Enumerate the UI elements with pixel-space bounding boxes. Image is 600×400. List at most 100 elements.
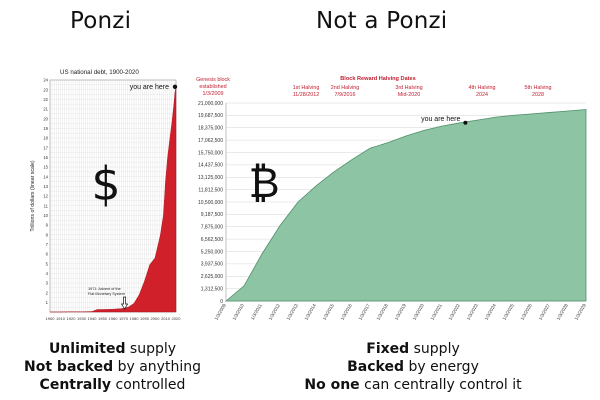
y-tick-label: 16 [43,155,48,160]
data-point [279,225,281,226]
chart-title: Block Reward Halving Dates [340,76,416,82]
x-tick-label: 1/3/2026 [520,303,533,321]
halving-label: 2nd Halving [331,85,359,91]
x-tick-label: 1/3/2017 [358,303,371,321]
y-tick-label: 5,250,000 [201,249,223,255]
caption-strong: Unlimited [48,341,126,357]
data-point [351,159,353,160]
y-tick-label: 9 [46,223,49,228]
data-point [333,171,335,173]
x-tick-label: 1/3/2015 [322,303,335,321]
y-tick-label: 3 [46,281,49,286]
caption-strong: No one [304,377,360,393]
halving-date: 2024 [476,92,488,98]
caption-line: Centrally controlled [10,376,215,394]
data-point [387,142,389,143]
y-tick-label: 0 [220,299,223,305]
left-title: Ponzi [70,8,132,34]
data-point [243,285,245,287]
y-tick-label: 14,437,500 [198,163,223,169]
y-tick-label: 1,312,500 [201,286,223,292]
data-point [549,112,551,113]
you-are-here-dot [463,120,468,125]
x-tick-label: 1960 [109,316,119,321]
arrow-down-icon [120,296,129,310]
caption-line: Not backed by anything [10,358,215,376]
halving-date: 1/3/2009 [203,91,224,97]
x-tick-label: 1/3/2009 [214,303,227,321]
caption-strong: Not backed [24,359,114,375]
x-tick-label: 1930 [77,316,87,321]
y-tick-label: 11 [44,203,49,208]
y-tick-label: 4 [46,271,49,276]
halving-date: 2028 [532,92,544,98]
x-tick-label: 1/3/2019 [394,303,407,321]
x-tick-label: 1/3/2029 [574,303,587,321]
x-tick-label: 1/3/2016 [340,303,353,321]
data-point [513,114,515,116]
fiat-annotation: Fiat Monetary System [88,292,125,296]
y-tick-label: 10,500,000 [198,200,223,206]
caption-rest: supply [125,341,177,357]
bitcoin-supply-chart-svg: Block Reward Halving Dates Genesis blocke… [196,76,587,321]
y-tick-label: 15,750,000 [198,150,223,156]
x-tick-label: 1/3/2010 [232,303,245,321]
you-are-here-dot [172,84,178,89]
data-point [261,253,263,255]
halving-label: established [199,84,226,90]
data-point [441,125,443,127]
halving-date: 7/9/2016 [335,92,356,98]
caption-line: Backed by energy [280,358,546,376]
x-tick-label: 1910 [56,316,66,321]
y-tick-label: 13,125,000 [198,175,223,181]
y-tick-label: 21 [43,107,48,112]
y-tick-label: 23 [43,87,48,92]
y-tick-label: 7,875,000 [201,225,223,231]
caption-line: Fixed supply [280,340,546,358]
data-point [459,122,461,124]
x-tick-label: 1940 [88,316,98,321]
x-tick-label: 1970 [119,316,129,321]
y-tick-label: 8 [46,232,49,237]
x-tick-label: 1/3/2027 [538,303,551,321]
data-point [495,116,497,118]
y-axis-label: Trillions of dollars (linear scale) [30,160,36,232]
data-point [225,300,227,302]
supply-area [224,109,587,302]
y-tick-label: 14 [43,174,48,179]
y-tick-label: 22 [43,97,48,102]
y-tick-label: 12 [43,194,48,199]
halving-label: 3rd Halving [395,85,422,91]
x-tick-label: 1/3/2021 [430,303,443,321]
caption-rest: controlled [111,377,186,393]
data-point [567,110,569,112]
data-point [405,135,407,137]
halving-label: Genesis block [196,77,230,83]
x-tick-label: 1/3/2023 [466,303,479,321]
x-tick-label: 1/3/2014 [304,303,317,321]
you-are-here-label: you are here [421,116,460,123]
us-debt-chart: US national debt, 1900-2020 1 2 3 4 5 6 7 8 9 10 11… [26,64,184,326]
bitcoin-symbol: ₿ [248,158,279,207]
caption-strong: Fixed [366,341,410,357]
y-tick-label: 20 [43,116,48,121]
y-tick-label: 18,375,000 [198,126,223,132]
bitcoin-supply-chart: Block Reward Halving Dates Genesis block e… [188,73,592,335]
y-tick-label: 17 [43,145,48,150]
caption-rest: by anything [113,359,201,375]
y-tick-label: 15 [43,165,48,170]
x-tick-label: 1900 [46,316,56,321]
y-tick-label: 1 [46,300,49,305]
y-tick-label: 2,625,000 [201,274,223,280]
caption-rest: by energy [404,359,479,375]
y-tick-label: 11,812,500 [198,187,223,193]
x-tick-label: 1950 [98,316,108,321]
halving-label: 5th Halving [525,85,552,91]
y-tick-label: 13 [43,184,48,189]
y-tick-label: 6 [46,252,49,257]
data-point [315,185,317,187]
data-point [477,119,479,121]
debt-area [50,86,177,313]
data-point [369,147,371,149]
not-ponzi-caption: Fixed supply Backed by energy No one can… [280,340,546,394]
